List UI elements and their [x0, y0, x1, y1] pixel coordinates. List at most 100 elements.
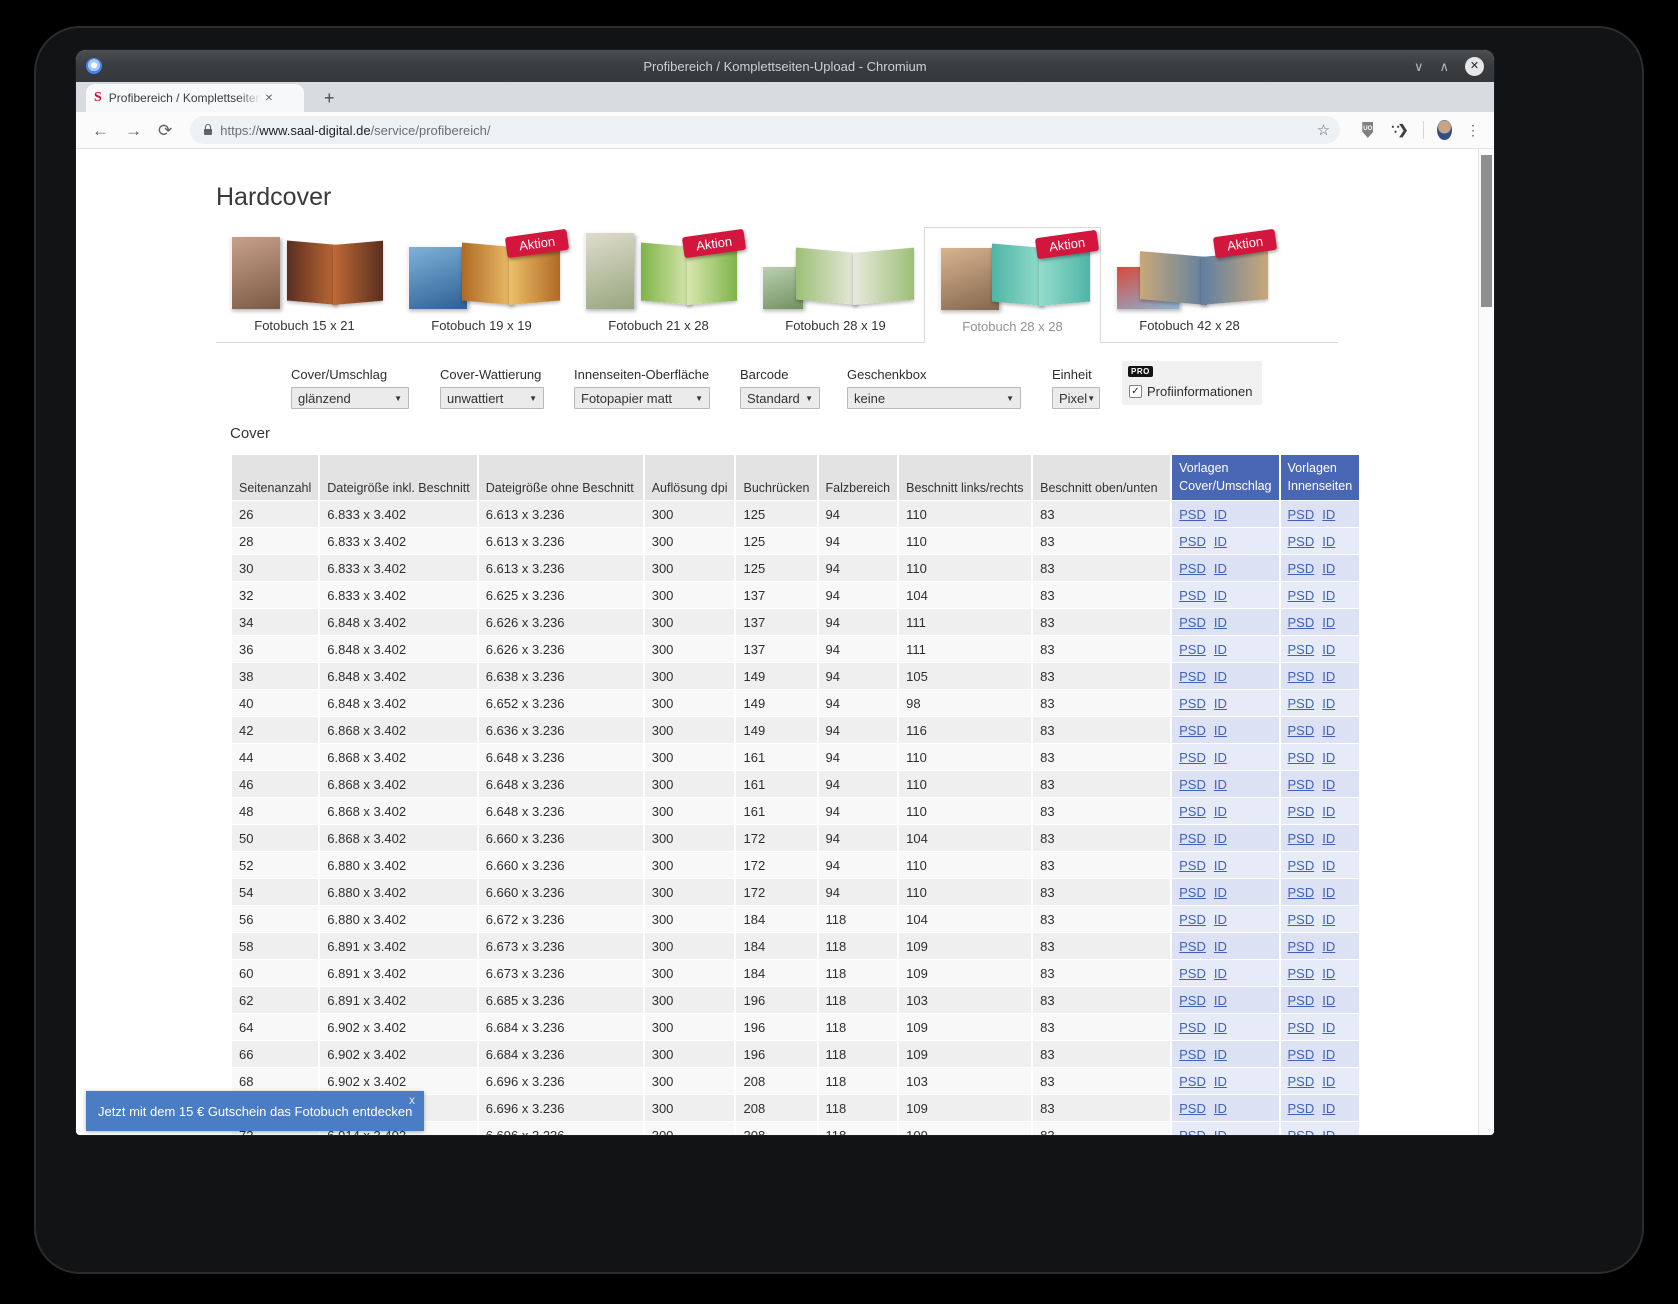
id-link[interactable]: ID [1322, 884, 1336, 900]
psd-link[interactable]: PSD [1287, 830, 1315, 846]
id-link[interactable]: ID [1322, 1100, 1336, 1116]
psd-link[interactable]: PSD [1179, 1100, 1206, 1116]
filter-select[interactable]: glänzend ▼ [291, 387, 409, 409]
psd-link[interactable]: PSD [1179, 749, 1206, 765]
pro-info-checkbox-row[interactable]: ✓ Profiinformationen [1129, 384, 1253, 399]
psd-link[interactable]: PSD [1179, 1128, 1206, 1135]
filter-select[interactable]: Pixel ▼ [1052, 387, 1100, 409]
psd-link[interactable]: PSD [1287, 965, 1315, 981]
psd-link[interactable]: PSD [1287, 668, 1315, 684]
id-link[interactable]: ID [1322, 641, 1336, 657]
id-link[interactable]: ID [1322, 1073, 1336, 1089]
psd-link[interactable]: PSD [1287, 749, 1315, 765]
id-link[interactable]: ID [1322, 911, 1336, 927]
id-link[interactable]: ID [1213, 695, 1227, 711]
id-link[interactable]: ID [1213, 668, 1227, 684]
filter-select[interactable]: Fotopapier matt ▼ [574, 387, 710, 409]
psd-link[interactable]: PSD [1287, 1019, 1315, 1035]
id-link[interactable]: ID [1322, 1046, 1336, 1062]
psd-link[interactable]: PSD [1179, 506, 1206, 522]
minimize-button[interactable]: ∨ [1413, 58, 1424, 74]
id-link[interactable]: ID [1213, 776, 1227, 792]
id-link[interactable]: ID [1213, 1100, 1227, 1116]
address-bar[interactable]: https://www.saal-digital.de/service/prof… [190, 116, 1341, 144]
psd-link[interactable]: PSD [1179, 695, 1206, 711]
product-card[interactable]: Aktion Fotobuch 28 x 28 [924, 227, 1101, 343]
psd-link[interactable]: PSD [1179, 641, 1206, 657]
psd-link[interactable]: PSD [1287, 938, 1315, 954]
id-link[interactable]: ID [1322, 1128, 1335, 1135]
psd-link[interactable]: PSD [1287, 506, 1315, 522]
id-link[interactable]: ID [1213, 857, 1227, 873]
psd-link[interactable]: PSD [1179, 560, 1206, 576]
maximize-button[interactable]: ∧ [1439, 58, 1449, 74]
id-link[interactable]: ID [1322, 506, 1336, 522]
psd-link[interactable]: PSD [1179, 587, 1206, 603]
id-link[interactable]: ID [1322, 587, 1336, 603]
filter-select[interactable]: keine ▼ [847, 387, 1021, 409]
psd-link[interactable]: PSD [1287, 560, 1315, 576]
psd-link[interactable]: PSD [1179, 911, 1206, 927]
id-link[interactable]: ID [1322, 830, 1336, 846]
psd-link[interactable]: PSD [1179, 884, 1206, 900]
checkbox-checked-icon[interactable]: ✓ [1129, 385, 1142, 398]
psd-link[interactable]: PSD [1287, 992, 1315, 1008]
psd-link[interactable]: PSD [1287, 776, 1315, 792]
psd-link[interactable]: PSD [1179, 533, 1206, 549]
id-link[interactable]: ID [1213, 1073, 1227, 1089]
id-link[interactable]: ID [1322, 776, 1336, 792]
psd-link[interactable]: PSD [1287, 884, 1315, 900]
id-link[interactable]: ID [1213, 533, 1227, 549]
id-link[interactable]: ID [1213, 1019, 1227, 1035]
page-scrollbar[interactable] [1478, 149, 1494, 1135]
id-link[interactable]: ID [1213, 911, 1227, 927]
psd-link[interactable]: PSD [1287, 857, 1315, 873]
forward-icon[interactable]: → [125, 120, 142, 140]
id-link[interactable]: ID [1213, 587, 1227, 603]
id-link[interactable]: ID [1322, 614, 1336, 630]
psd-link[interactable]: PSD [1179, 830, 1206, 846]
product-card[interactable]: Aktion Fotobuch 42 x 28 [1101, 227, 1278, 342]
psd-link[interactable]: PSD [1179, 938, 1206, 954]
psd-link[interactable]: PSD [1179, 776, 1206, 792]
browser-menu-icon[interactable]: ⋮ [1466, 121, 1480, 138]
psd-link[interactable]: PSD [1287, 722, 1315, 738]
product-card[interactable]: Aktion Fotobuch 21 x 28 [570, 227, 747, 342]
id-link[interactable]: ID [1213, 614, 1227, 630]
bookmark-star-icon[interactable]: ☆ [1316, 122, 1331, 139]
back-icon[interactable]: ← [92, 120, 109, 140]
psd-link[interactable]: PSD [1287, 533, 1315, 549]
id-link[interactable]: ID [1322, 1019, 1336, 1035]
reload-icon[interactable]: ⟳ [158, 120, 173, 140]
id-link[interactable]: ID [1322, 533, 1336, 549]
id-link[interactable]: ID [1322, 992, 1336, 1008]
psd-link[interactable]: PSD [1287, 1100, 1315, 1116]
psd-link[interactable]: PSD [1179, 722, 1206, 738]
psd-link[interactable]: PSD [1179, 1046, 1206, 1062]
id-link[interactable]: ID [1213, 965, 1227, 981]
psd-link[interactable]: PSD [1179, 965, 1206, 981]
tab-close-icon[interactable]: ✕ [264, 92, 274, 104]
filter-select[interactable]: unwattiert ▼ [440, 387, 544, 409]
id-link[interactable]: ID [1322, 695, 1336, 711]
scrollbar-thumb[interactable] [1481, 155, 1492, 307]
psd-link[interactable]: PSD [1179, 857, 1206, 873]
id-link[interactable]: ID [1213, 830, 1227, 846]
id-link[interactable]: ID [1322, 803, 1336, 819]
id-link[interactable]: ID [1213, 560, 1227, 576]
id-link[interactable]: ID [1213, 938, 1227, 954]
psd-link[interactable]: PSD [1288, 1128, 1315, 1135]
psd-link[interactable]: PSD [1179, 668, 1206, 684]
psd-link[interactable]: PSD [1287, 614, 1315, 630]
id-link[interactable]: ID [1213, 992, 1227, 1008]
id-link[interactable]: ID [1322, 857, 1336, 873]
psd-link[interactable]: PSD [1287, 911, 1315, 927]
id-link[interactable]: ID [1322, 749, 1336, 765]
product-card[interactable]: Fotobuch 28 x 19 [747, 227, 924, 342]
id-link[interactable]: ID [1213, 722, 1227, 738]
id-link[interactable]: ID [1213, 749, 1227, 765]
new-tab-button[interactable]: + [324, 88, 335, 108]
psd-link[interactable]: PSD [1179, 1019, 1206, 1035]
psd-link[interactable]: PSD [1179, 614, 1206, 630]
id-link[interactable]: ID [1322, 965, 1336, 981]
